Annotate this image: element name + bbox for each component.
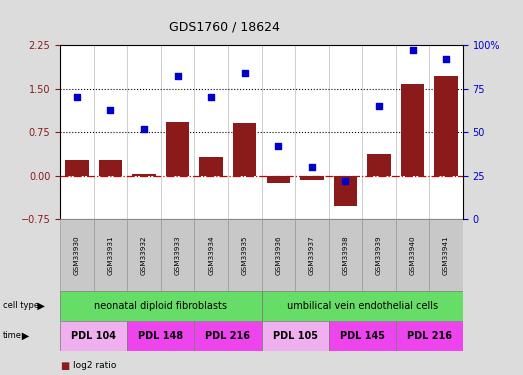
Text: log2 ratio: log2 ratio [73, 362, 117, 370]
Point [207, 94, 215, 100]
Bar [262, 321, 328, 351]
Text: GSM33938: GSM33938 [343, 235, 348, 275]
Bar [396, 321, 463, 351]
Bar [267, 176, 290, 183]
Text: GSM33930: GSM33930 [74, 235, 80, 275]
Bar [195, 321, 262, 351]
Bar [295, 219, 328, 291]
Bar [429, 219, 463, 291]
Point [408, 47, 417, 53]
Bar [367, 154, 391, 176]
Bar [434, 76, 458, 176]
Text: neonatal diploid fibroblasts: neonatal diploid fibroblasts [94, 301, 228, 310]
Bar [132, 174, 156, 176]
Bar [300, 176, 324, 180]
Point [341, 178, 349, 184]
Bar [166, 122, 189, 176]
Bar [362, 219, 396, 291]
Bar [262, 291, 463, 321]
Point [140, 126, 148, 132]
Bar [161, 219, 195, 291]
Text: GSM33936: GSM33936 [275, 235, 281, 275]
Text: PDL 104: PDL 104 [71, 331, 116, 340]
Text: ▶: ▶ [3, 331, 29, 340]
Text: PDL 105: PDL 105 [272, 331, 317, 340]
Point [241, 70, 249, 76]
Bar [233, 123, 256, 176]
Point [308, 164, 316, 170]
Text: GSM33934: GSM33934 [208, 235, 214, 275]
Text: GSM33940: GSM33940 [410, 235, 415, 275]
Text: umbilical vein endothelial cells: umbilical vein endothelial cells [287, 301, 438, 310]
Text: GSM33932: GSM33932 [141, 235, 147, 275]
Text: ■: ■ [60, 360, 70, 370]
Text: ▶: ▶ [3, 301, 44, 310]
Bar [262, 219, 295, 291]
Point [274, 143, 282, 149]
Bar [60, 321, 127, 351]
Text: GSM33931: GSM33931 [108, 235, 113, 275]
Text: GSM33941: GSM33941 [443, 235, 449, 275]
Bar [334, 176, 357, 206]
Text: PDL 216: PDL 216 [206, 331, 251, 340]
Text: GSM33933: GSM33933 [175, 235, 180, 275]
Text: GSM33937: GSM33937 [309, 235, 315, 275]
Bar [195, 219, 228, 291]
Bar [99, 159, 122, 176]
Point [73, 94, 81, 100]
Bar [127, 321, 195, 351]
Bar [60, 291, 262, 321]
Text: PDL 148: PDL 148 [138, 331, 184, 340]
Bar [396, 219, 429, 291]
Point [375, 103, 383, 109]
Text: GSM33939: GSM33939 [376, 235, 382, 275]
Text: time: time [3, 331, 21, 340]
Point [174, 74, 182, 80]
Bar [65, 160, 89, 176]
Bar [228, 219, 262, 291]
Bar [60, 219, 94, 291]
Bar [127, 219, 161, 291]
Bar [401, 84, 424, 176]
Text: PDL 145: PDL 145 [339, 331, 385, 340]
Point [442, 56, 450, 62]
Bar [94, 219, 127, 291]
Text: GSM33935: GSM33935 [242, 235, 248, 275]
Text: PDL 216: PDL 216 [407, 331, 452, 340]
Bar [328, 321, 396, 351]
Bar [199, 157, 223, 176]
Text: cell type: cell type [3, 301, 39, 310]
Point [106, 106, 115, 112]
Text: GDS1760 / 18624: GDS1760 / 18624 [169, 21, 280, 34]
Bar [328, 219, 362, 291]
